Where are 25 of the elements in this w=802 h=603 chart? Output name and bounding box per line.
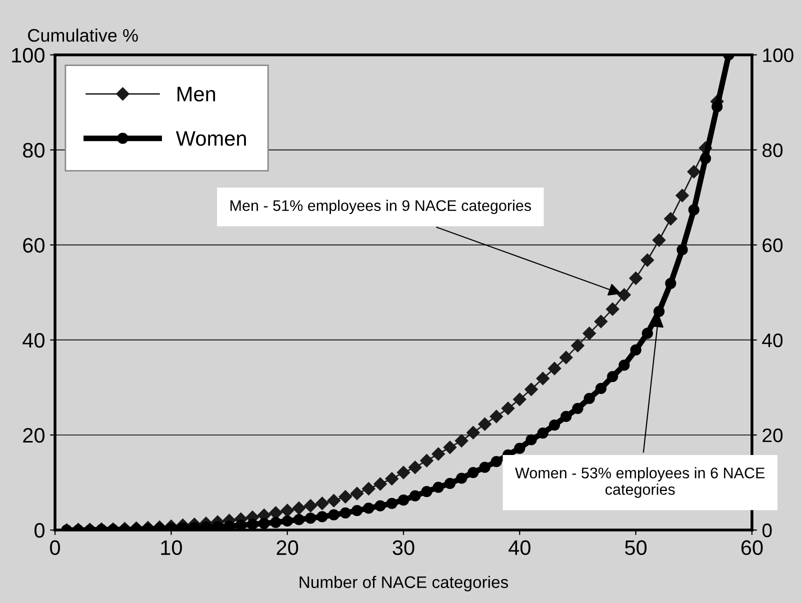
y-tick-label: 0: [34, 523, 44, 538]
y2-tick-label: 80: [762, 143, 783, 158]
x-tick-label: 20: [276, 540, 298, 556]
x-tick-label: 30: [392, 540, 414, 556]
annotation: Women - 53% employees in 6 NACE categories: [515, 467, 765, 498]
y2-tick-label: 20: [762, 428, 783, 442]
y2-tick-label: 100: [763, 48, 794, 62]
y-tick-label: 40: [22, 332, 44, 348]
legend-label: Women: [176, 131, 246, 146]
y-tick-label: 100: [12, 48, 44, 63]
x-tick-label: 40: [508, 540, 530, 556]
y-tick-label: 20: [23, 428, 44, 443]
x-tick-label: 0: [50, 540, 60, 556]
x-tick-label: 10: [161, 540, 182, 556]
y2-tick-label: 60: [762, 238, 783, 252]
x-tick-label: 50: [625, 540, 647, 556]
x-axis-title: Number of NACE categories: [300, 576, 508, 592]
y2-tick-label: 0: [762, 524, 772, 538]
y-tick-label: 80: [23, 142, 44, 158]
legend-label: Men: [178, 86, 216, 102]
y2-tick-label: 40: [762, 333, 783, 348]
y-axis-title: Cumulative %: [28, 28, 138, 42]
x-tick-label: 60: [741, 540, 763, 556]
annotation: Men - 51% employees in 9 NACE categories: [230, 200, 532, 214]
y-tick-label: 60: [23, 238, 44, 253]
